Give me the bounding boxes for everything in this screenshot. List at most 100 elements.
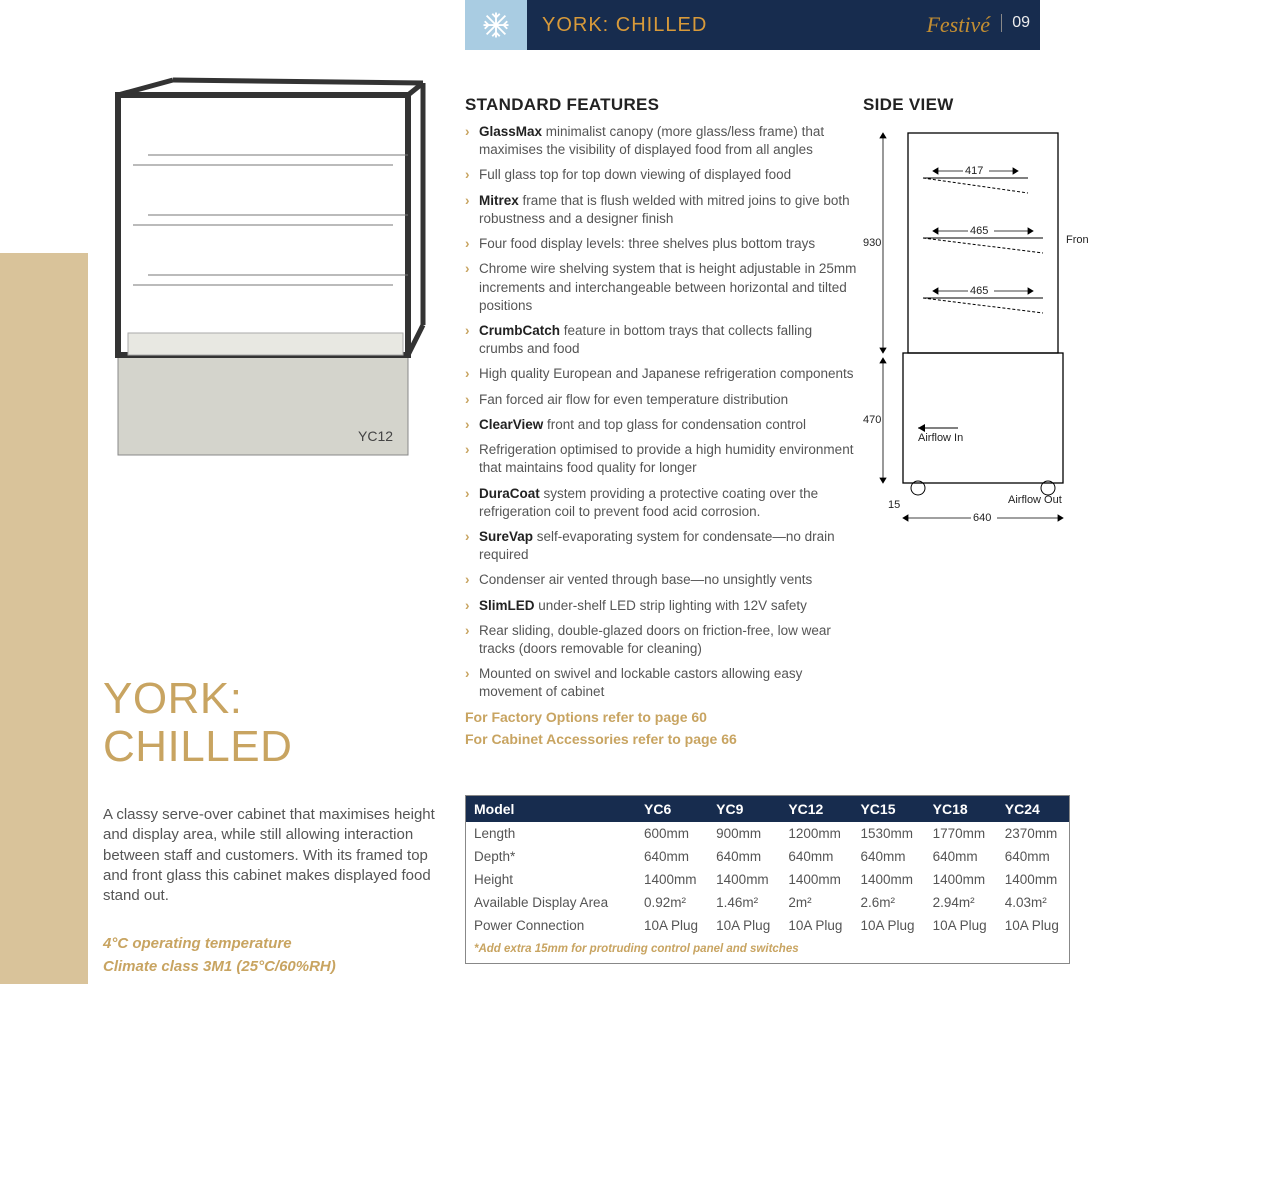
operating-conditions: 4°C operating temperature Climate class … (103, 932, 443, 979)
table-cell: 0.92m² (636, 891, 708, 914)
left-accent-stripe (0, 253, 88, 984)
brand-logo: Festivé (926, 12, 990, 38)
table-cell: Power Connection (466, 914, 636, 937)
table-cell: 640mm (780, 845, 852, 868)
table-cell: 640mm (708, 845, 780, 868)
spec-col-header: YC15 (852, 796, 924, 822)
table-cell: 1400mm (925, 868, 997, 891)
table-cell: 2.6m² (852, 891, 924, 914)
feature-item: High quality European and Japanese refri… (465, 365, 860, 383)
operating-temp: 4°C operating temperature (103, 935, 292, 952)
table-cell: 2370mm (997, 822, 1069, 845)
feature-item: SureVap self-evaporating system for cond… (465, 528, 860, 564)
feature-item: Fan forced air flow for even temperature… (465, 391, 860, 409)
shelf-dim-1: 465 (970, 225, 988, 237)
feature-item: CrumbCatch feature in bottom trays that … (465, 322, 860, 358)
table-cell: 1400mm (852, 868, 924, 891)
shelf-dim-2: 465 (970, 285, 988, 297)
snowflake-icon (465, 0, 527, 50)
table-cell: 1400mm (708, 868, 780, 891)
table-cell: 640mm (997, 845, 1069, 868)
product-image-label: YC12 (358, 428, 393, 444)
climate-class: Climate class 3M1 (25°C/60%RH) (103, 958, 336, 975)
spec-table-header: ModelYC6YC9YC12YC15YC18YC24 (466, 796, 1069, 822)
factory-options-ref: For Factory Options refer to page 60 (465, 709, 860, 725)
feature-item: SlimLED under-shelf LED strip lighting w… (465, 597, 860, 615)
airflow-in-label: Airflow In (918, 432, 963, 444)
spec-col-header: YC24 (997, 796, 1069, 822)
side-view-heading: SIDE VIEW (863, 95, 1088, 115)
features-list: GlassMax minimalist canopy (more glass/l… (465, 123, 860, 702)
page-title-line2: CHILLED (103, 722, 292, 771)
feature-item: Four food display levels: three shelves … (465, 235, 860, 253)
side-view: SIDE VIEW 417 465 (863, 95, 1088, 548)
table-cell: 1400mm (636, 868, 708, 891)
table-cell: 900mm (708, 822, 780, 845)
front-label: Front (1066, 234, 1088, 246)
spec-table: ModelYC6YC9YC12YC15YC18YC24 Length600mm9… (465, 795, 1070, 964)
table-cell: 10A Plug (852, 914, 924, 937)
standard-features: STANDARD FEATURES GlassMax minimalist ca… (465, 95, 860, 747)
spec-col-header: YC18 (925, 796, 997, 822)
spec-col-header: YC6 (636, 796, 708, 822)
spec-col-header: Model (466, 796, 636, 822)
table-cell: 10A Plug (780, 914, 852, 937)
table-cell: 10A Plug (997, 914, 1069, 937)
feature-item: Chrome wire shelving system that is heig… (465, 260, 860, 315)
table-cell: 10A Plug (636, 914, 708, 937)
table-cell: 1770mm (925, 822, 997, 845)
dim-upper-height: 930 (863, 237, 881, 249)
table-cell: 640mm (925, 845, 997, 868)
header-bar: YORK: CHILLED Festivé 09 (465, 0, 1040, 50)
table-cell: Length (466, 822, 636, 845)
page-title: YORK: CHILLED (103, 675, 292, 772)
table-cell: 640mm (636, 845, 708, 868)
airflow-out-label: Airflow Out (1008, 494, 1062, 506)
table-cell: 1530mm (852, 822, 924, 845)
spec-col-header: YC9 (708, 796, 780, 822)
features-heading: STANDARD FEATURES (465, 95, 860, 115)
page: YORK: CHILLED Festivé 09 YC12 YORK: CHIL… (0, 0, 1275, 1190)
product-description: A classy serve-over cabinet that maximis… (103, 805, 443, 906)
table-cell: 2m² (780, 891, 852, 914)
feature-item: Refrigeration optimised to provide a hig… (465, 441, 860, 477)
feature-item: Full glass top for top down viewing of d… (465, 166, 860, 184)
product-image (88, 75, 438, 475)
table-row: Power Connection10A Plug10A Plug10A Plug… (466, 914, 1069, 937)
table-row: Available Display Area0.92m²1.46m²2m²2.6… (466, 891, 1069, 914)
table-row: Height1400mm1400mm1400mm1400mm1400mm1400… (466, 868, 1069, 891)
table-cell: 1200mm (780, 822, 852, 845)
table-cell: 600mm (636, 822, 708, 845)
table-cell: 1.46m² (708, 891, 780, 914)
feature-item: ClearView front and top glass for conden… (465, 416, 860, 434)
spec-table-body: Length600mm900mm1200mm1530mm1770mm2370mm… (466, 822, 1069, 937)
table-cell: Height (466, 868, 636, 891)
header-title: YORK: CHILLED (542, 14, 707, 37)
table-cell: 1400mm (997, 868, 1069, 891)
feature-item: Mounted on swivel and lockable castors a… (465, 665, 860, 701)
table-cell: 4.03m² (997, 891, 1069, 914)
dim-lower-height: 470 (863, 414, 881, 426)
table-row: Depth*640mm640mm640mm640mm640mm640mm (466, 845, 1069, 868)
dim-base-width: 640 (973, 512, 991, 524)
feature-item: Rear sliding, double-glazed doors on fri… (465, 622, 860, 658)
spec-col-header: YC12 (780, 796, 852, 822)
accessories-ref: For Cabinet Accessories refer to page 66 (465, 731, 860, 747)
table-row: Length600mm900mm1200mm1530mm1770mm2370mm (466, 822, 1069, 845)
table-cell: Depth* (466, 845, 636, 868)
side-view-diagram: 417 465 465 930 470 Airflow In Airflow O… (863, 123, 1088, 543)
spec-footnote: *Add extra 15mm for protruding control p… (466, 937, 1069, 963)
table-cell: Available Display Area (466, 891, 636, 914)
page-number: 09 (1001, 14, 1030, 32)
table-cell: 1400mm (780, 868, 852, 891)
feature-item: GlassMax minimalist canopy (more glass/l… (465, 123, 860, 159)
table-cell: 10A Plug (708, 914, 780, 937)
dim-base-offset: 15 (888, 499, 900, 511)
table-cell: 2.94m² (925, 891, 997, 914)
table-cell: 640mm (852, 845, 924, 868)
feature-item: DuraCoat system providing a protective c… (465, 485, 860, 521)
feature-item: Condenser air vented through base—no uns… (465, 571, 860, 589)
table-cell: 10A Plug (925, 914, 997, 937)
feature-item: Mitrex frame that is flush welded with m… (465, 192, 860, 228)
shelf-dim-0: 417 (965, 165, 983, 177)
